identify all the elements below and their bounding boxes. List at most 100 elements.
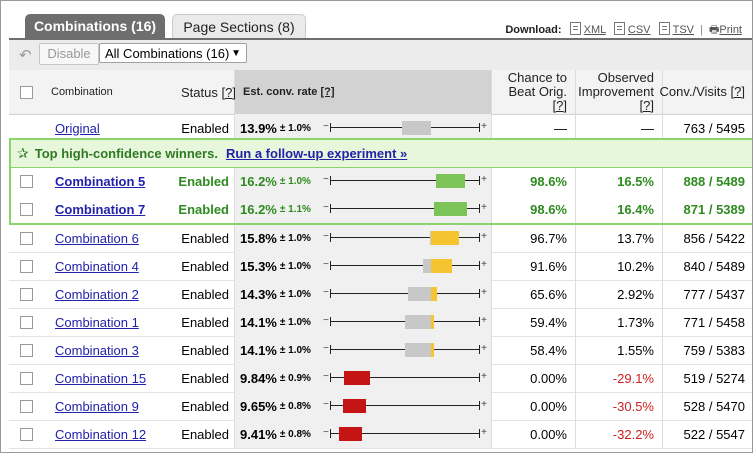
header-chance[interactable]: Chance to Beat Orig. [?] [491, 70, 575, 114]
row-checkbox[interactable] [20, 343, 33, 357]
rate-margin: ± 1.0% [279, 122, 311, 134]
download-xml-link[interactable]: XML [583, 24, 606, 36]
status-help-link[interactable]: [?] [221, 84, 236, 100]
row-checkbox[interactable] [20, 259, 33, 273]
header-chance-line2: Beat Orig. [508, 84, 567, 99]
download-csv-link[interactable]: CSV [627, 24, 651, 36]
header-rate[interactable]: Est. conv. rate [?] [235, 70, 491, 114]
interval-bar-loser [343, 371, 371, 385]
disable-button[interactable]: Disable [39, 43, 99, 65]
visits-value: 759 / 5383 [662, 336, 752, 364]
tab-combinations[interactable]: Combinations (16) [25, 14, 165, 38]
improvement-value: 1.55% [575, 336, 662, 364]
combination-link[interactable]: Combination 3 [55, 342, 139, 358]
row-checkbox[interactable] [20, 174, 33, 188]
interval-bar-overlap [407, 287, 432, 301]
confidence-interval: − + [323, 392, 487, 420]
toolbar: ↶ Disable All Combinations (16) ▼ [9, 40, 752, 71]
row-checkbox[interactable] [20, 371, 33, 385]
status-value: Enabled [174, 114, 235, 142]
tab-page-sections[interactable]: Page Sections (8) [172, 14, 306, 38]
combination-link[interactable]: Combination 15 [55, 370, 147, 386]
combination-link[interactable]: Combination 1 [55, 314, 139, 330]
interval-minus-marker: − [323, 427, 329, 438]
table-row: Combination 12 Enabled 9.41% ± 0.8% − + … [9, 420, 752, 449]
interval-minus-marker: − [323, 315, 329, 326]
header-visits[interactable]: Conv./Visits [?] [659, 70, 752, 114]
row-checkbox[interactable] [20, 231, 33, 245]
header-improvement-line1: Observed [597, 70, 654, 85]
interval-plus-marker: + [481, 427, 487, 438]
rate-value: 15.8% [240, 230, 277, 246]
chance-value: — [491, 114, 575, 142]
follow-up-experiment-link[interactable]: Run a follow-up experiment » [225, 146, 408, 161]
rate-help-link[interactable]: [?] [320, 86, 335, 98]
interval-minus-marker: − [323, 174, 329, 185]
rate-cell: 15.8% ± 1.0% − + [235, 224, 491, 252]
status-value: Enabled [174, 308, 235, 336]
header-status[interactable]: Status [?] [174, 70, 236, 114]
combination-link[interactable]: Combination 2 [55, 286, 139, 302]
visits-value: 519 / 5274 [662, 364, 752, 392]
row-checkbox[interactable] [20, 287, 33, 301]
winners-banner-text: Top high-confidence winners. [34, 146, 218, 161]
rate-cell: 16.2% ± 1.0% − + [235, 167, 491, 195]
row-checkbox[interactable] [20, 427, 33, 441]
interval-bar-gain [431, 343, 435, 357]
interval-bar-overlap [422, 259, 432, 273]
rate-margin: ± 1.1% [279, 203, 311, 215]
rate-value: 9.65% [240, 398, 277, 414]
rate-value: 9.41% [240, 426, 277, 442]
table-row: Combination 7 Enabled 16.2% ± 1.1% − + 9… [9, 195, 752, 224]
chance-value: 98.6% [491, 167, 575, 195]
rate-cell: 16.2% ± 1.1% − + [235, 195, 491, 223]
rate-cell: 14.1% ± 1.0% − + [235, 308, 491, 336]
tsv-file-icon [658, 22, 670, 35]
download-label: Download: [505, 24, 562, 36]
header-improvement[interactable]: Observed Improvement [?] [575, 70, 662, 114]
combination-link[interactable]: Combination 5 [55, 173, 146, 189]
row-checkbox[interactable] [20, 315, 33, 329]
row-checkbox[interactable] [20, 202, 33, 216]
combination-link[interactable]: Original [55, 120, 100, 136]
interval-plus-marker: + [481, 174, 487, 185]
combination-link[interactable]: Combination 4 [55, 258, 139, 274]
combination-link[interactable]: Combination 12 [55, 426, 147, 442]
chance-value: 98.6% [491, 195, 575, 223]
table-row: Combination 4 Enabled 15.3% ± 1.0% − + 9… [9, 252, 752, 281]
chevron-down-icon: ▼ [231, 48, 241, 59]
improvement-value: 10.2% [575, 252, 662, 280]
visits-value: 840 / 5489 [662, 252, 752, 280]
table-row: Combination 5 Enabled 16.2% ± 1.0% − + 9… [9, 167, 752, 196]
improvement-help-link[interactable]: [?] [639, 98, 654, 113]
download-tsv-link[interactable]: TSV [672, 24, 694, 36]
combination-filter-select[interactable]: All Combinations (16) ▼ [99, 43, 247, 63]
visits-value: 777 / 5437 [662, 280, 752, 308]
csv-file-icon [613, 22, 625, 35]
visits-value: 763 / 5495 [662, 114, 752, 142]
combination-link[interactable]: Combination 9 [55, 398, 139, 414]
header-combination[interactable]: Combination [51, 86, 113, 98]
print-link[interactable]: Print [719, 24, 742, 36]
interval-bar-overlap [405, 343, 432, 357]
select-all-checkbox[interactable] [20, 85, 33, 99]
tab-divider [9, 38, 752, 40]
interval-minus-marker: − [323, 371, 329, 382]
chance-help-link[interactable]: [?] [552, 98, 567, 113]
undo-arrow-icon[interactable]: ↶ [19, 47, 32, 64]
confidence-interval: − + [323, 252, 487, 280]
rate-cell: 13.9% ± 1.0% − + [235, 114, 491, 142]
interval-bar-overlap [405, 315, 432, 329]
rate-cell: 9.41% ± 0.8% − + [235, 420, 491, 448]
row-checkbox[interactable] [20, 399, 33, 413]
combination-link[interactable]: Combination 6 [55, 230, 139, 246]
rate-margin: ± 0.9% [279, 372, 311, 384]
rate-margin: ± 1.0% [279, 316, 311, 328]
rate-margin: ± 0.8% [279, 400, 311, 412]
rate-margin: ± 0.8% [279, 428, 311, 440]
interval-bar-gain [431, 231, 460, 245]
combination-link[interactable]: Combination 7 [55, 201, 146, 217]
visits-help-link[interactable]: [?] [730, 84, 745, 99]
chance-value: 0.00% [491, 364, 575, 392]
status-value: Enabled [174, 167, 235, 195]
